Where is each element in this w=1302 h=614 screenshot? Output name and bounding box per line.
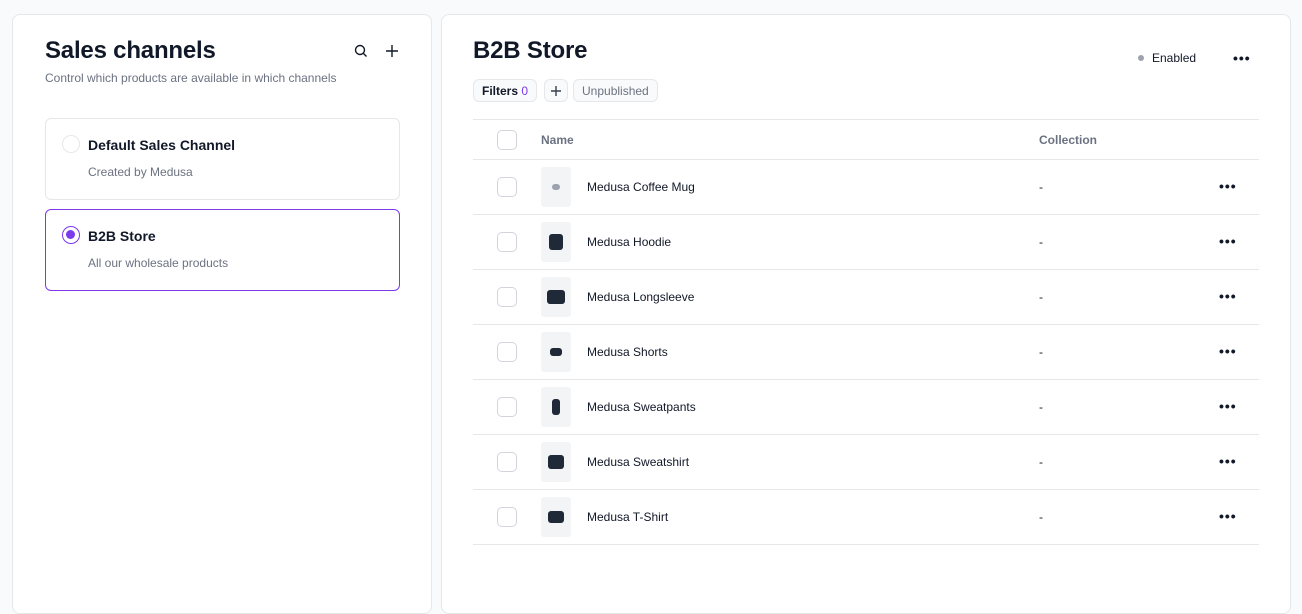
channel-title: B2B Store (473, 37, 588, 64)
product-name: Medusa Sweatpants (587, 400, 696, 414)
add-filter-button[interactable] (544, 79, 568, 102)
filter-chip-unpublished[interactable]: Unpublished (573, 79, 658, 102)
sales-channels-panel: Sales channels Control which products ar… (12, 14, 432, 614)
channel-name: B2B Store (88, 228, 156, 244)
row-actions-icon[interactable]: ••• (1219, 233, 1237, 249)
more-actions-icon[interactable]: ••• (1233, 50, 1251, 66)
select-all-checkbox[interactable] (497, 129, 517, 150)
column-header-name: Name (541, 119, 1039, 160)
row-checkbox[interactable] (497, 177, 517, 197)
table-row[interactable]: Medusa T-Shirt - ••• (473, 489, 1259, 545)
product-thumbnail (541, 387, 571, 427)
product-collection: - (1039, 159, 1219, 215)
page-title: Sales channels (45, 37, 216, 64)
add-channel-button[interactable] (382, 41, 402, 61)
table-row[interactable]: Medusa Sweatpants - ••• (473, 379, 1259, 435)
status-badge: Enabled (1138, 51, 1196, 65)
row-actions-icon[interactable]: ••• (1219, 343, 1237, 359)
row-actions-icon[interactable]: ••• (1219, 453, 1237, 469)
product-thumbnail (541, 332, 571, 372)
status-dot-icon (1138, 55, 1144, 61)
row-checkbox[interactable] (497, 397, 517, 417)
channel-description: All our wholesale products (88, 256, 229, 270)
product-collection: - (1039, 214, 1219, 270)
channel-card-default[interactable]: Default Sales Channel Created by Medusa (45, 118, 400, 200)
row-actions-icon[interactable]: ••• (1219, 508, 1237, 524)
product-name: Medusa Sweatshirt (587, 455, 690, 469)
product-collection: - (1039, 324, 1219, 380)
channel-detail-panel: B2B Store Enabled ••• Filters 0 Unpublis… (441, 14, 1291, 614)
plus-icon (551, 85, 561, 96)
product-thumbnail (541, 167, 571, 207)
row-actions-icon[interactable]: ••• (1219, 288, 1237, 304)
product-name: Medusa Shorts (587, 345, 668, 359)
channel-name: Default Sales Channel (88, 137, 236, 153)
radio-button[interactable] (62, 135, 80, 153)
row-checkbox[interactable] (497, 507, 517, 527)
page-subtitle: Control which products are available in … (45, 71, 337, 85)
row-actions-icon[interactable]: ••• (1219, 398, 1237, 414)
column-header-collection: Collection (1039, 119, 1219, 160)
product-name: Medusa T-Shirt (587, 510, 669, 524)
product-collection: - (1039, 489, 1219, 545)
product-thumbnail (541, 442, 571, 482)
radio-button[interactable] (62, 226, 80, 244)
row-checkbox[interactable] (497, 232, 517, 252)
row-actions-icon[interactable]: ••• (1219, 178, 1237, 194)
row-checkbox[interactable] (497, 342, 517, 362)
table-row[interactable]: Medusa Shorts - ••• (473, 324, 1259, 380)
filters-count: 0 (521, 83, 529, 98)
row-checkbox[interactable] (497, 452, 517, 472)
table-row[interactable]: Medusa Hoodie - ••• (473, 214, 1259, 270)
product-thumbnail (541, 497, 571, 537)
product-collection: - (1039, 269, 1219, 325)
product-collection: - (1039, 434, 1219, 490)
product-thumbnail (541, 277, 571, 317)
channel-description: Created by Medusa (88, 165, 193, 179)
product-name: Medusa Longsleeve (587, 290, 695, 304)
product-name: Medusa Hoodie (587, 235, 672, 249)
search-icon[interactable] (351, 41, 371, 61)
table-row[interactable]: Medusa Sweatshirt - ••• (473, 434, 1259, 490)
product-collection: - (1039, 379, 1219, 435)
table-row[interactable]: Medusa Coffee Mug - ••• (473, 159, 1259, 215)
products-table: Name Collection Medusa Coffee Mug - ••• … (473, 119, 1259, 545)
row-checkbox[interactable] (497, 287, 517, 307)
table-row[interactable]: Medusa Longsleeve - ••• (473, 269, 1259, 325)
channel-card-b2b[interactable]: B2B Store All our wholesale products (45, 209, 400, 291)
product-thumbnail (541, 222, 571, 262)
status-text: Enabled (1152, 51, 1197, 65)
filters-button[interactable]: Filters 0 (473, 79, 538, 102)
filters-label: Filters (482, 83, 519, 98)
product-name: Medusa Coffee Mug (587, 180, 695, 194)
